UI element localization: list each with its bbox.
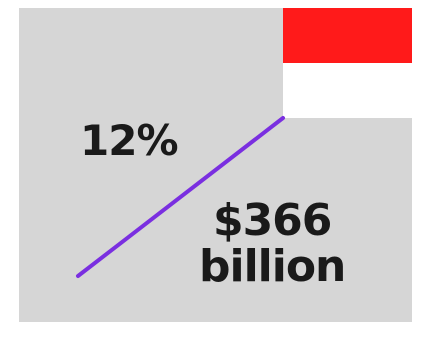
trend-line — [76, 116, 285, 278]
flag-white-band — [283, 63, 412, 118]
amount-label: $366 billion — [199, 195, 346, 293]
amount-value: $366 — [212, 195, 332, 246]
flag-red-band — [283, 8, 412, 63]
flag-graphic — [283, 8, 412, 118]
growth-percent: 12% — [80, 116, 179, 165]
amount-unit: billion — [199, 241, 346, 293]
